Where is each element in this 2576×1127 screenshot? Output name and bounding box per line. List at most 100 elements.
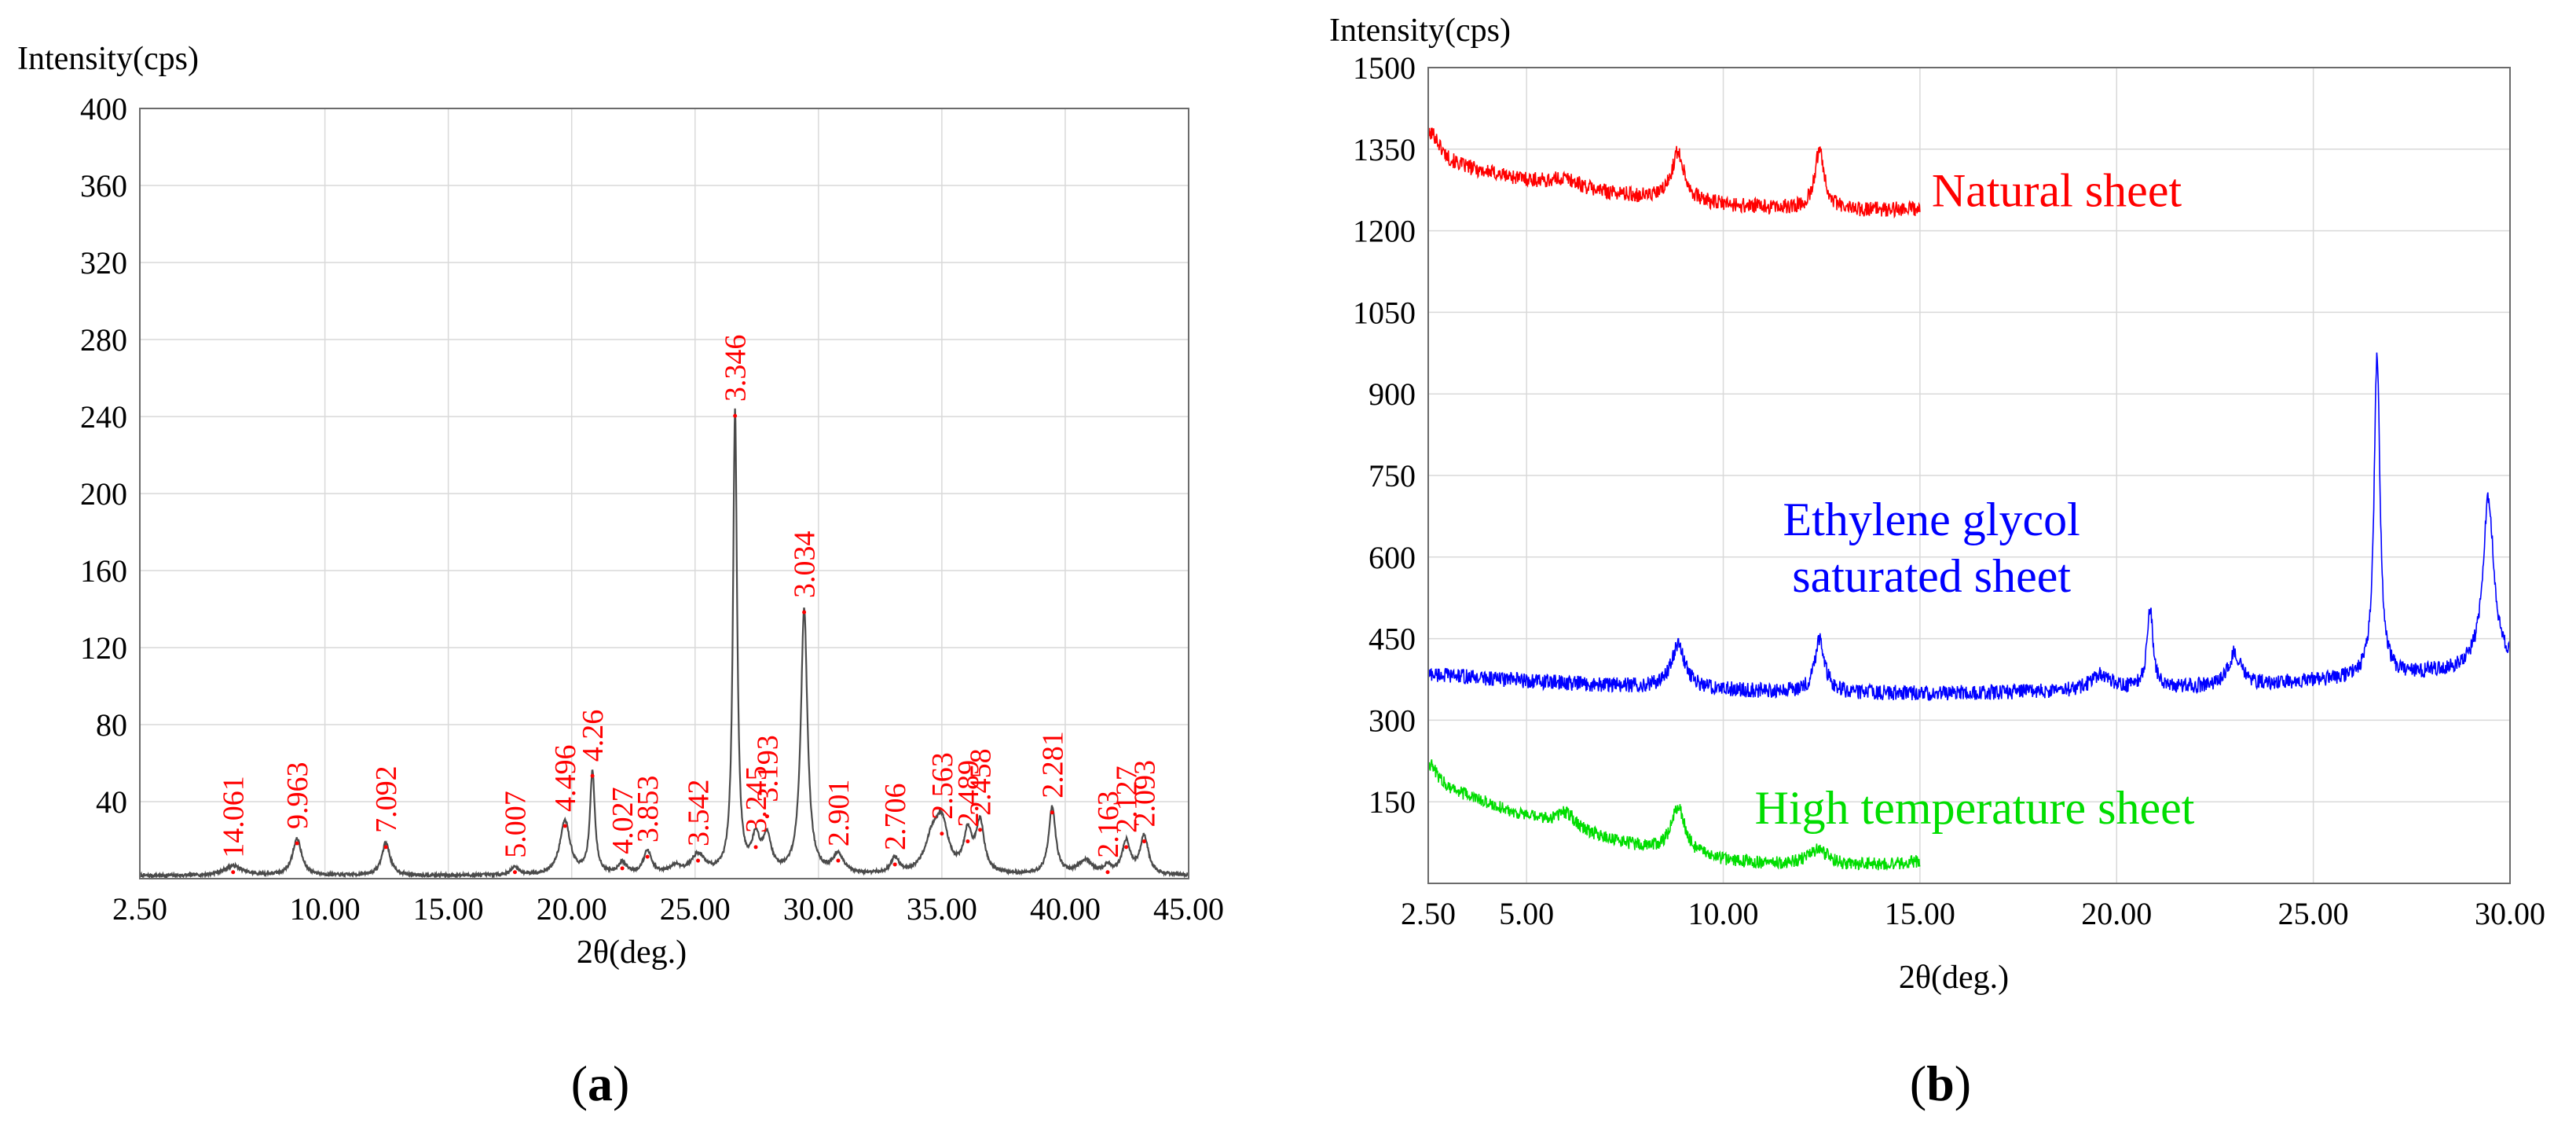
- peak-marker: [733, 413, 738, 418]
- x-tick-label: 20.00: [2081, 896, 2152, 931]
- peak-d-spacing-label: 2.163: [1092, 791, 1125, 858]
- y-tick-label: 200: [80, 476, 127, 512]
- peak-d-spacing-label: 3.542: [683, 780, 716, 847]
- panel-a-y-axis-title: Intensity(cps): [17, 41, 199, 77]
- panel-b-caption: (b): [1910, 1055, 1971, 1111]
- y-tick-label: 1350: [1353, 132, 1416, 167]
- peak-marker: [1050, 810, 1054, 815]
- y-tick-label: 160: [80, 553, 127, 589]
- panel-a-plot-frame: [139, 108, 1189, 879]
- peak-d-spacing-label: 4.496: [549, 744, 582, 812]
- x-tick-label: 45.00: [1153, 891, 1224, 927]
- series-label: Ethylene glycol: [1783, 494, 2080, 545]
- peak-marker: [940, 831, 944, 836]
- series-label: saturated sheet: [1792, 550, 2071, 602]
- peak-d-spacing-label: 4.027: [606, 787, 639, 854]
- panel-a-x-axis-title: 2θ(deg.): [577, 934, 687, 971]
- y-tick-label: 120: [80, 630, 127, 666]
- y-tick-label: 600: [1369, 540, 1416, 575]
- x-tick-label: 30.00: [2475, 896, 2545, 931]
- panel-b-x-ticks: 2.50 5.00 10.00 15.00 20.00 25.00 30.00: [1401, 896, 2545, 931]
- panel-b-y-ticks: 150 300 450 600 750 900 1050 1200 1350 1500: [1353, 50, 1416, 820]
- peak-d-spacing-label: 2.281: [1036, 731, 1069, 798]
- peak-marker: [892, 862, 897, 867]
- y-tick-label: 1200: [1353, 214, 1416, 249]
- peak-d-spacing-label: 3.193: [751, 735, 784, 802]
- x-tick-label: 15.00: [1885, 896, 1955, 931]
- peak-d-spacing-label: 4.26: [577, 710, 610, 762]
- y-tick-label: 1500: [1353, 50, 1416, 86]
- panel-a-x-ticks: 2.50 10.00 15.00 20.00 25.00 30.00 35.00 40.00 4…: [112, 891, 1224, 927]
- peak-marker: [231, 870, 236, 875]
- peak-marker: [764, 814, 769, 819]
- peak-marker: [1141, 839, 1146, 844]
- x-tick-label: 35.00: [907, 891, 977, 927]
- x-tick-label: 15.00: [413, 891, 484, 927]
- peak-marker: [1124, 845, 1129, 850]
- panel-b-ethylene-glycol-trace: [1427, 352, 2511, 702]
- x-tick-label: 30.00: [783, 891, 854, 927]
- peak-marker: [966, 839, 970, 844]
- x-tick-label: 25.00: [660, 891, 731, 927]
- x-tick-label: 2.50: [1401, 896, 1456, 931]
- peak-marker: [383, 845, 388, 850]
- peak-marker: [645, 854, 650, 859]
- peak-marker: [978, 828, 983, 832]
- x-tick-label: 20.00: [537, 891, 607, 927]
- peak-d-spacing-label: 9.963: [281, 762, 314, 830]
- peak-marker: [836, 858, 841, 863]
- peak-d-spacing-label: 3.346: [720, 335, 753, 402]
- peak-d-spacing-label: 2.706: [879, 783, 912, 850]
- panel-a-y-ticks: 40 80 120 160 200 240 280 320 360 400: [80, 91, 127, 820]
- series-label: High temperature sheet: [1755, 782, 2195, 834]
- panel-b-chart: 150 300 450 600 750 900 1050 1200 1350 1500 2.50 5…: [1329, 13, 2545, 1111]
- y-tick-label: 320: [80, 245, 127, 281]
- peak-marker: [753, 845, 758, 850]
- peak-d-spacing-label: 2.458: [965, 748, 998, 816]
- y-tick-label: 280: [80, 322, 127, 358]
- y-tick-label: 40: [96, 784, 127, 820]
- peak-d-spacing-label: 5.007: [499, 791, 532, 858]
- y-tick-label: 80: [96, 707, 127, 743]
- peak-marker: [295, 841, 299, 846]
- peak-d-spacing-label: 3.245: [740, 765, 773, 832]
- y-tick-label: 360: [80, 168, 127, 204]
- y-tick-label: 240: [80, 399, 127, 435]
- series-label: Natural sheet: [1932, 164, 2182, 216]
- peak-marker: [512, 870, 517, 875]
- peak-d-spacing-label: 2.901: [823, 780, 856, 847]
- peak-d-spacing-label: 3.034: [789, 531, 822, 599]
- panel-a-caption: (a): [571, 1055, 630, 1111]
- y-tick-label: 300: [1369, 703, 1416, 738]
- peak-d-spacing-label: 2.563: [926, 752, 959, 820]
- x-tick-label: 2.50: [112, 891, 167, 927]
- panel-b-x-axis-title: 2θ(deg.): [1899, 960, 2009, 996]
- panel-b-natural-sheet-trace: [1427, 127, 1921, 219]
- y-tick-label: 450: [1369, 622, 1416, 657]
- peak-d-spacing-label: 2.489: [952, 760, 985, 828]
- y-tick-label: 1050: [1353, 295, 1416, 330]
- x-tick-label: 10.00: [1688, 896, 1759, 931]
- x-tick-label: 10.00: [290, 891, 361, 927]
- panel-b-plot-frame: [1427, 67, 2511, 884]
- x-tick-label: 25.00: [2278, 896, 2349, 931]
- x-tick-label: 5.00: [1499, 896, 1554, 931]
- peak-marker: [562, 824, 567, 828]
- peak-d-spacing-label: 7.092: [370, 765, 403, 833]
- panel-a-chart: 40 80 120 160 200 240 280 320 360 400 2.50 10.00 15…: [17, 41, 1224, 1111]
- peak-d-spacing-label: 2.093: [1128, 760, 1161, 828]
- peak-marker: [1105, 870, 1110, 875]
- peak-d-spacing-label: 2.127: [1111, 765, 1144, 833]
- peak-marker: [620, 866, 625, 871]
- x-tick-label: 40.00: [1030, 891, 1101, 927]
- y-tick-label: 750: [1369, 458, 1416, 494]
- panel-b-y-axis-title: Intensity(cps): [1329, 13, 1511, 49]
- panel-a-gridlines: [140, 108, 1189, 879]
- y-tick-label: 400: [80, 91, 127, 127]
- panel-a-xrd-trace: [138, 408, 1189, 880]
- peak-marker: [802, 610, 807, 615]
- peak-marker: [696, 858, 701, 863]
